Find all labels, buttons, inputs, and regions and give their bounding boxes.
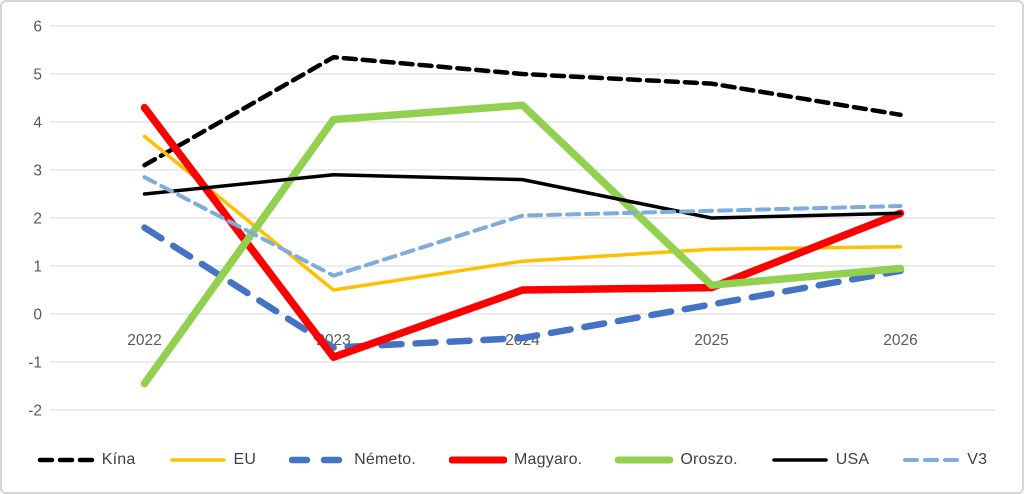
legend-item-usa: USA (771, 451, 870, 469)
y-tick-label: 0 (33, 307, 42, 324)
chart-legend: Kína EU Németo. Magyaro. Oroszo. USA V3 (2, 440, 1022, 480)
v3-line-swatch (903, 458, 960, 462)
y-tick-label: 5 (33, 67, 42, 84)
usa-line-swatch (771, 458, 828, 462)
y-tick-label: -1 (28, 355, 42, 372)
y-tick-label: 3 (33, 163, 42, 180)
series-line-5 (142, 173, 903, 220)
oroszo-line-swatch (615, 456, 674, 464)
series-line-3 (140, 103, 905, 361)
series-line-2 (141, 224, 904, 351)
y-tick-label: -2 (28, 403, 42, 420)
legend-label-nemeto: Németo. (354, 451, 417, 468)
y-tick-label: 1 (33, 259, 42, 276)
legend-item-oroszo: Oroszo. (615, 451, 738, 469)
magyaro-line-swatch (449, 456, 508, 464)
x-tick-label: 2026 (883, 332, 917, 349)
legend-label-kina: Kína (101, 451, 136, 468)
eu-line-swatch (169, 458, 226, 462)
kina-line-swatch (37, 457, 95, 463)
series-line-1 (142, 134, 903, 292)
series-line-4 (140, 101, 905, 388)
series-line-6 (142, 175, 903, 278)
nemeto-line-swatch (289, 456, 348, 464)
legend-label-v3: V3 (967, 451, 988, 468)
legend-item-eu: EU (169, 451, 257, 469)
legend-item-nemeto: Németo. (289, 451, 416, 469)
y-tick-label: 4 (33, 115, 42, 132)
y-tick-label: 2 (33, 211, 42, 228)
legend-label-usa: USA (835, 451, 870, 468)
y-tick-label: 6 (33, 19, 42, 36)
series-line-0 (142, 54, 903, 168)
legend-label-magyaro: Magyaro. (514, 451, 583, 468)
x-tick-label: 2025 (694, 332, 728, 349)
legend-label-eu: EU (233, 451, 257, 468)
legend-item-v3: V3 (902, 451, 987, 469)
legend-label-oroszo: Oroszo. (680, 451, 738, 468)
legend-item-magyaro: Magyaro. (449, 451, 582, 469)
x-tick-label: 2022 (127, 332, 161, 349)
legend-item-kina: Kína (37, 451, 136, 469)
